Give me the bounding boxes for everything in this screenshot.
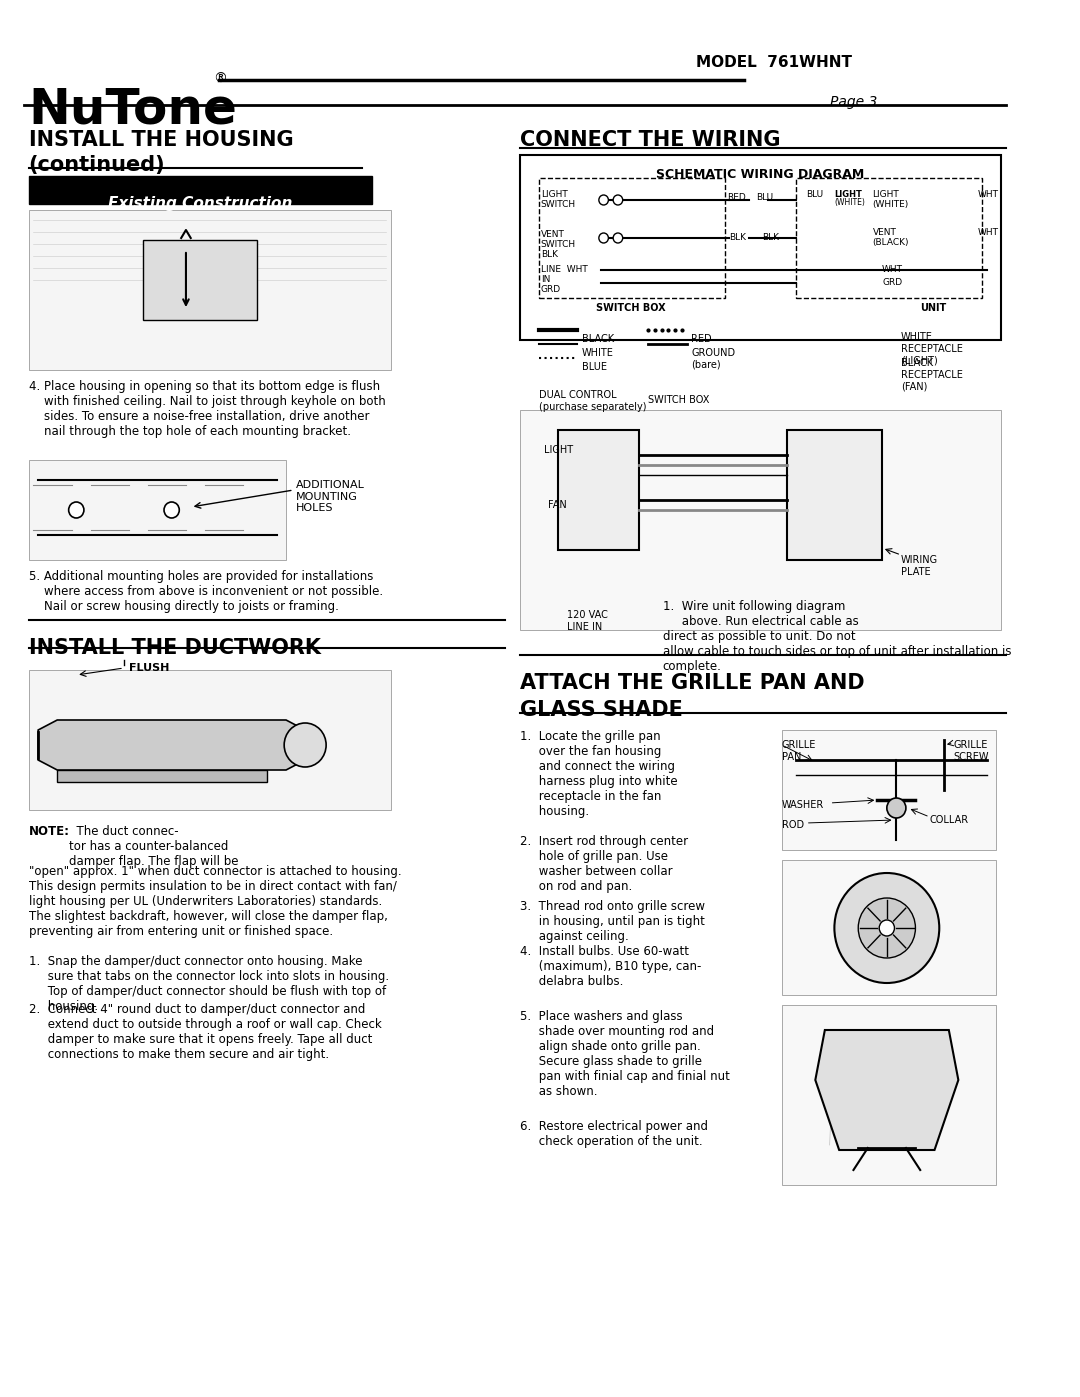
- Text: WASHER: WASHER: [782, 800, 824, 810]
- FancyBboxPatch shape: [558, 430, 639, 550]
- Text: BLACK: BLACK: [582, 334, 613, 344]
- Text: ADDITIONAL
MOUNTING
HOLES: ADDITIONAL MOUNTING HOLES: [296, 481, 364, 513]
- Text: LIGHT
(WHITE): LIGHT (WHITE): [873, 190, 908, 210]
- Text: WIRING
PLATE: WIRING PLATE: [901, 555, 939, 577]
- FancyBboxPatch shape: [57, 770, 267, 782]
- Text: WHITE: WHITE: [582, 348, 613, 358]
- Text: GRILLE
SCREW: GRILLE SCREW: [954, 740, 989, 761]
- Text: DUAL CONTROL
(purchase separately): DUAL CONTROL (purchase separately): [539, 390, 646, 412]
- FancyBboxPatch shape: [519, 409, 1001, 630]
- Text: ROD: ROD: [782, 820, 805, 830]
- Text: BLK: BLK: [729, 233, 746, 242]
- Text: LIGHT: LIGHT: [543, 446, 572, 455]
- Text: (continued): (continued): [28, 155, 165, 175]
- Text: INSTALL THE HOUSING: INSTALL THE HOUSING: [28, 130, 294, 149]
- Text: BLACK
RECEPTACLE
(FAN): BLACK RECEPTACLE (FAN): [901, 358, 963, 391]
- Circle shape: [284, 724, 326, 767]
- FancyBboxPatch shape: [28, 210, 391, 370]
- Text: VENT
SWITCH: VENT SWITCH: [541, 231, 576, 250]
- Text: RED: RED: [728, 193, 746, 203]
- Text: Existing Construction: Existing Construction: [108, 196, 293, 211]
- Text: BLK: BLK: [761, 233, 779, 242]
- Text: WHT: WHT: [977, 228, 998, 237]
- Text: MODEL  761WHNT: MODEL 761WHNT: [697, 54, 852, 70]
- Text: VENT
(BLACK): VENT (BLACK): [873, 228, 909, 247]
- Text: BLU: BLU: [756, 193, 773, 203]
- Text: 3.  Thread rod onto grille screw
     in housing, until pan is tight
     agains: 3. Thread rod onto grille screw in housi…: [519, 900, 705, 943]
- Text: GLASS SHADE: GLASS SHADE: [519, 700, 683, 719]
- Text: SCHEMATIC WIRING DIAGRAM: SCHEMATIC WIRING DIAGRAM: [656, 168, 864, 182]
- Text: WHT: WHT: [977, 190, 998, 198]
- Text: CONNECT THE WIRING: CONNECT THE WIRING: [519, 130, 780, 149]
- Text: LIGHT
SWITCH: LIGHT SWITCH: [541, 190, 576, 210]
- Circle shape: [598, 233, 608, 243]
- Circle shape: [835, 873, 940, 983]
- Text: GRILLE
PAN: GRILLE PAN: [782, 740, 816, 761]
- Text: NOTE:: NOTE:: [28, 826, 69, 838]
- Text: (WHITE): (WHITE): [835, 198, 865, 207]
- Text: The duct connec-
tor has a counter-balanced
damper flap. The flap will be: The duct connec- tor has a counter-balan…: [69, 826, 239, 868]
- Text: 6.  Restore electrical power and
     check operation of the unit.: 6. Restore electrical power and check op…: [519, 1120, 707, 1148]
- FancyBboxPatch shape: [782, 1004, 997, 1185]
- Text: UNIT: UNIT: [920, 303, 946, 313]
- Text: IN: IN: [541, 275, 550, 284]
- Text: 1.  Wire unit following diagram
     above. Run electrical cable as
direct as po: 1. Wire unit following diagram above. Ru…: [663, 599, 1011, 673]
- Text: GRD: GRD: [882, 278, 902, 286]
- Text: BLU: BLU: [806, 190, 823, 198]
- Circle shape: [887, 798, 906, 819]
- Text: FAN: FAN: [549, 500, 567, 510]
- FancyBboxPatch shape: [28, 176, 372, 204]
- Text: WHITE
RECEPTACLE
(LIGHT): WHITE RECEPTACLE (LIGHT): [901, 332, 963, 365]
- Text: LIGHT: LIGHT: [835, 190, 862, 198]
- Text: 5. Additional mounting holes are provided for installations
    where access fro: 5. Additional mounting holes are provide…: [28, 570, 382, 613]
- Text: RED: RED: [691, 334, 712, 344]
- FancyBboxPatch shape: [782, 731, 997, 849]
- Circle shape: [164, 502, 179, 518]
- Text: NuTone: NuTone: [28, 85, 238, 133]
- Text: BLUE: BLUE: [582, 362, 607, 372]
- Text: 4. Place housing in opening so that its bottom edge is flush
    with finished c: 4. Place housing in opening so that its …: [28, 380, 386, 439]
- Circle shape: [879, 921, 894, 936]
- Text: WHT: WHT: [882, 265, 903, 274]
- Text: 4.  Install bulbs. Use 60-watt
     (maximum), B10 type, can-
     delabra bulbs: 4. Install bulbs. Use 60-watt (maximum),…: [519, 944, 701, 988]
- Circle shape: [598, 196, 608, 205]
- Text: LINE  WHT: LINE WHT: [541, 265, 588, 274]
- FancyBboxPatch shape: [28, 460, 286, 560]
- Text: INSTALL THE DUCTWORK: INSTALL THE DUCTWORK: [28, 638, 321, 658]
- FancyBboxPatch shape: [28, 671, 391, 810]
- Text: 120 VAC
LINE IN: 120 VAC LINE IN: [567, 610, 608, 631]
- Polygon shape: [38, 719, 306, 770]
- Circle shape: [859, 898, 916, 958]
- Text: 1.  Snap the damper/duct connector onto housing. Make
     sure that tabs on the: 1. Snap the damper/duct connector onto h…: [28, 956, 389, 1013]
- Text: GRD: GRD: [541, 285, 561, 293]
- Text: ATTACH THE GRILLE PAN AND: ATTACH THE GRILLE PAN AND: [519, 673, 864, 693]
- Text: 2.  Insert rod through center
     hole of grille pan. Use
     washer between c: 2. Insert rod through center hole of gri…: [519, 835, 688, 893]
- Circle shape: [613, 233, 623, 243]
- Text: Page 3: Page 3: [829, 95, 877, 109]
- Text: 5.  Place washers and glass
     shade over mounting rod and
     align shade on: 5. Place washers and glass shade over mo…: [519, 1010, 730, 1098]
- FancyBboxPatch shape: [796, 177, 982, 298]
- FancyBboxPatch shape: [519, 155, 1001, 339]
- Text: SWITCH BOX: SWITCH BOX: [596, 303, 665, 313]
- Text: FLUSH: FLUSH: [129, 664, 170, 673]
- Text: COLLAR: COLLAR: [930, 814, 969, 826]
- Circle shape: [613, 196, 623, 205]
- Text: ®: ®: [213, 73, 227, 87]
- Polygon shape: [815, 1030, 958, 1150]
- FancyBboxPatch shape: [539, 177, 725, 298]
- Text: "open" approx. 1" when duct connector is attached to housing.
This design permit: "open" approx. 1" when duct connector is…: [28, 865, 402, 937]
- Text: 2.  Connect 4" round duct to damper/duct connector and
     extend duct to outsi: 2. Connect 4" round duct to damper/duct …: [28, 1003, 381, 1060]
- Text: 1.  Locate the grille pan
     over the fan housing
     and connect the wiring
: 1. Locate the grille pan over the fan ho…: [519, 731, 677, 819]
- Text: BLK: BLK: [541, 250, 557, 258]
- Text: SWITCH BOX: SWITCH BOX: [648, 395, 710, 405]
- Text: GROUND
(bare): GROUND (bare): [691, 348, 735, 370]
- FancyBboxPatch shape: [143, 240, 257, 320]
- FancyBboxPatch shape: [782, 861, 997, 995]
- Circle shape: [69, 502, 84, 518]
- FancyBboxPatch shape: [786, 430, 882, 560]
